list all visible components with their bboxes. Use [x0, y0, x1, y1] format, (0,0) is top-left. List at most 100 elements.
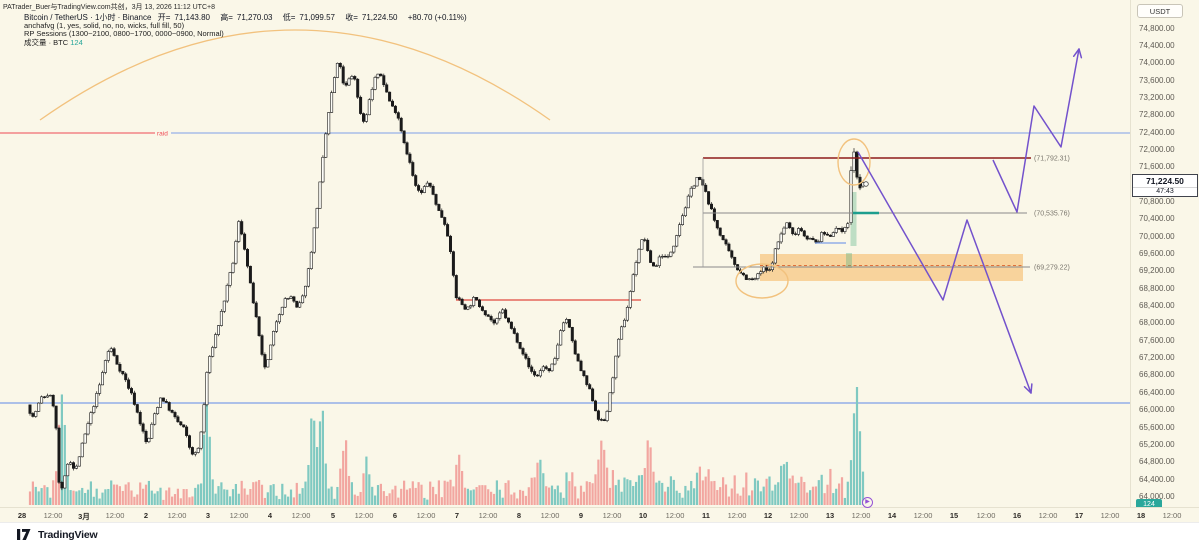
price-tick-label: 67,200.00 [1139, 353, 1175, 363]
time-tick-label: 5 [330, 511, 336, 520]
time-tick-label: 12:00 [167, 511, 187, 520]
last-bar-marker [863, 181, 869, 187]
time-tick-label: 12:00 [976, 511, 996, 520]
time-tick-label: 28 [17, 511, 27, 520]
time-tick-label: 15 [949, 511, 959, 520]
price-tick-label: 68,000.00 [1139, 318, 1175, 328]
last-price-badge: 71,224.50 47:43 [1132, 173, 1198, 197]
time-tick-label: 12:00 [1038, 511, 1058, 520]
svg-text:(69,279.22): (69,279.22) [1034, 265, 1070, 272]
time-tick-label: 14 [887, 511, 897, 520]
price-tick-label: 73,200.00 [1139, 92, 1175, 102]
price-tick-label: 70,800.00 [1139, 197, 1175, 207]
price-change: +80.70 (+0.11%) [407, 13, 467, 22]
time-tick-label: 12:00 [1162, 511, 1182, 520]
time-tick-label: 6 [392, 511, 398, 520]
time-tick-label: 10 [638, 511, 648, 520]
price-tick-label: 64,400.00 [1139, 474, 1175, 484]
time-tick-label: 2 [143, 511, 149, 520]
tradingview-logo-text: TradingView [38, 528, 98, 541]
tradingview-logo[interactable]: TradingView [17, 528, 98, 541]
price-tick-label: 66,800.00 [1139, 370, 1175, 380]
time-tick-label: 12:00 [727, 511, 747, 520]
symbol-title: Bitcoin / TetherUS · 1小时 · Binance [24, 13, 152, 22]
chart-canvas[interactable]: raid (71,792.31) (70,535.76) (69,279.22) [0, 0, 1130, 522]
horizontal-lines: raid [0, 131, 1130, 404]
price-tick-label: 74,000.00 [1139, 58, 1175, 68]
price-tick-label: 72,400.00 [1139, 127, 1175, 137]
price-tick-label: 74,400.00 [1139, 40, 1175, 50]
time-tick-label: 12:00 [478, 511, 498, 520]
time-tick-label: 12:00 [1100, 511, 1120, 520]
bar-countdown: 47:43 [1133, 186, 1197, 196]
ohlc-low: 低= 71,099.57 [282, 13, 335, 22]
price-tick-label: 66,000.00 [1139, 405, 1175, 415]
price-axis[interactable]: USDT 74,800.00 74,400.00 74,000.00 73,600.0… [1130, 0, 1199, 522]
svg-text:(71,792.31): (71,792.31) [1034, 156, 1070, 163]
time-tick-label: 7 [454, 511, 460, 520]
time-tick-label: 16 [1012, 511, 1022, 520]
indicator-legend-anchafvg[interactable]: anchafvg (1, yes, solid, no, no, wicks, … [24, 21, 185, 30]
time-tick-label: 12:00 [540, 511, 560, 520]
highlight-ellipses [735, 138, 871, 299]
time-tick-label: 4 [267, 511, 273, 520]
price-tick-label: 72,800.00 [1139, 110, 1175, 120]
time-tick-label: 12:00 [602, 511, 622, 520]
time-tick-label: 12:00 [913, 511, 933, 520]
price-tick-label: 66,400.00 [1139, 387, 1175, 397]
price-tick-label: 65,600.00 [1139, 422, 1175, 432]
ohlc-open: 开= 71,143.80 [157, 13, 210, 22]
price-tick-label: 74,800.00 [1139, 23, 1175, 33]
time-tick-label: 12:00 [105, 511, 125, 520]
ohlc-high: 高= 71,270.03 [220, 13, 273, 22]
time-tick-label: 12:00 [291, 511, 311, 520]
replay-anchor-icon[interactable]: ▶ [862, 497, 873, 508]
time-tick-label: 17 [1074, 511, 1084, 520]
price-tick-label: 67,600.00 [1139, 335, 1175, 345]
time-tick-label: 12:00 [416, 511, 436, 520]
time-tick-label: 3月 [78, 512, 90, 521]
time-tick-label: 18 [1136, 511, 1146, 520]
time-tick-label: 12:00 [354, 511, 374, 520]
volume-legend-label: 成交量 · BTC [24, 38, 69, 47]
price-tick-label: 70,000.00 [1139, 231, 1175, 241]
currency-unit-chip[interactable]: USDT [1137, 4, 1183, 18]
time-tick-label: 9 [578, 511, 584, 520]
price-tick-label: 65,200.00 [1139, 439, 1175, 449]
price-tick-label: 69,200.00 [1139, 266, 1175, 276]
price-tick-label: 72,000.00 [1139, 144, 1175, 154]
attribution-text: PATrader_Buer与TradingView.com共创，3月 13, 2… [3, 4, 215, 11]
price-tick-label: 73,600.00 [1139, 75, 1175, 85]
volume-axis-badge: 124 [1136, 499, 1162, 510]
price-tick-label: 68,800.00 [1139, 283, 1175, 293]
price-tick-label: 69,600.00 [1139, 249, 1175, 259]
tradingview-logo-icon [17, 529, 31, 540]
time-axis[interactable]: 28 12:00 3月 12:00 2 12:00 3 12:00 4 12:00 5 12:00 6 1… [0, 507, 1199, 522]
forecast-arc [39, 29, 551, 121]
ohlc-close: 收= 71,224.50 [345, 13, 398, 22]
last-price-value: 71,224.50 [1146, 175, 1184, 186]
price-tick-label: 64,800.00 [1139, 457, 1175, 467]
time-tick-label: 3 [205, 511, 211, 520]
svg-text:raid: raid [157, 131, 168, 138]
time-tick-label: 12 [763, 511, 773, 520]
time-tick-label: 12:00 [43, 511, 63, 520]
volume-bars [28, 387, 865, 505]
time-tick-label: 13 [825, 511, 835, 520]
svg-text:(70,535.76): (70,535.76) [1034, 211, 1070, 218]
volume-legend[interactable]: 成交量 · BTC 124 [24, 37, 83, 48]
time-tick-label: 12:00 [851, 511, 871, 520]
price-tick-label: 68,400.00 [1139, 301, 1175, 311]
time-tick-label: 11 [702, 511, 710, 520]
volume-legend-value: 124 [70, 38, 83, 47]
price-tick-label: 70,400.00 [1139, 214, 1175, 224]
key-levels: (71,792.31) (70,535.76) (69,279.22) [693, 156, 1070, 272]
price-tick-label: 71,600.00 [1139, 162, 1175, 172]
time-tick-label: 12:00 [665, 511, 685, 520]
footer-bar: TradingView [0, 522, 1199, 546]
candlesticks [28, 62, 865, 491]
time-tick-label: 12:00 [789, 511, 809, 520]
symbol-legend[interactable]: Bitcoin / TetherUS · 1小时 · Binance 开= 71,… [24, 12, 471, 23]
indicator-legend-rp-sessions[interactable]: RP Sessions (1300~2100, 0800~1700, 0000~… [24, 29, 224, 38]
